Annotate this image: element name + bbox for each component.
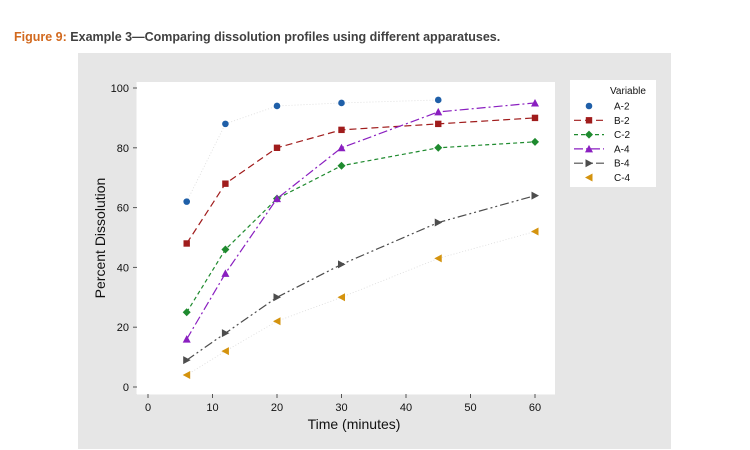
data-point-c-4 [182,371,191,380]
x-tick-label: 20 [271,402,283,414]
figure-caption: Figure 9: Example 3—Comparing dissolutio… [14,30,500,44]
legend-marker-b-4 [585,159,593,168]
data-point-a-4 [531,98,539,107]
y-tick-label: 80 [117,143,129,155]
legend-label-c-4: C-4 [614,173,631,184]
x-tick-label: 40 [400,402,412,414]
legend-box [570,80,656,187]
x-tick-label: 60 [529,402,541,414]
data-point-a-2 [338,99,345,107]
figure-title: Example 3—Comparing dissolution profiles… [70,30,501,44]
data-point-c-4 [221,347,229,356]
data-point-b-2 [183,240,190,247]
data-point-c-4 [273,317,281,326]
legend-marker-a-2 [585,102,593,110]
data-point-c-2 [434,143,443,152]
data-point-b-2 [222,180,229,187]
series-line-b-4 [186,195,536,361]
data-point-b-2 [273,144,281,151]
data-point-c-4 [337,293,345,302]
y-tick-label: 100 [111,83,129,95]
series-line-c-4 [186,231,536,376]
legend-label-a-2: A-2 [614,102,630,113]
y-tick-label: 0 [123,382,129,394]
data-point-b-2 [435,120,442,128]
data-point-b-4 [183,356,191,365]
legend-label-b-4: B-4 [614,159,630,170]
data-point-b-2 [338,126,345,134]
data-point-c-2 [337,161,346,170]
series-line-c-2 [186,141,536,313]
data-point-b-4 [434,218,443,227]
data-point-b-4 [273,293,281,302]
legend-title: Variable [610,86,646,97]
data-point-b-4 [221,329,230,338]
x-axis-label: Time (minutes) [308,416,401,432]
data-point-a-4 [182,335,191,343]
legend-label-c-2: C-2 [614,130,631,141]
data-point-b-4 [531,191,539,200]
y-tick-label: 20 [117,322,129,334]
data-point-c-2 [531,137,539,146]
data-point-a-4 [337,143,346,152]
data-point-c-2 [182,308,191,317]
series-line-b-2 [186,117,536,244]
legend-marker-c-4 [585,173,593,182]
x-tick-label: 30 [335,402,347,414]
legend-marker-a-4 [585,144,593,153]
x-tick-label: 10 [206,402,218,414]
y-tick-label: 40 [117,262,129,274]
data-point-a-4 [434,107,443,116]
data-point-b-2 [531,114,539,122]
plot-area [137,82,555,394]
legend-label-a-4: A-4 [614,144,630,155]
data-point-a-2 [222,120,229,128]
x-tick-label: 0 [145,402,151,414]
y-axis-label: Percent Dissolution [92,178,108,299]
legend-marker-c-2 [585,130,593,139]
series-line-a-4 [186,102,536,340]
data-point-a-2 [183,198,190,205]
legend-label-b-2: B-2 [614,116,630,127]
data-point-c-4 [531,227,539,236]
data-point-a-4 [221,269,230,277]
figure-label: Figure 9: [14,30,67,44]
y-tick-label: 60 [117,203,129,215]
dissolution-chart: 0 10 20 30 40 50 60 0 20 40 60 80 100 Time (minutes) P… [92,80,656,432]
data-point-a-2 [273,102,281,110]
x-tick-label: 50 [464,402,476,414]
data-point-c-2 [221,245,230,254]
data-point-c-4 [434,254,442,263]
data-point-a-4 [273,194,281,203]
data-point-a-2 [434,96,442,104]
legend-marker-b-2 [585,117,593,124]
chart-panel: 0 10 20 30 40 50 60 0 20 40 60 80 100 Time (minutes) P… [78,53,671,449]
data-point-b-4 [338,260,346,269]
